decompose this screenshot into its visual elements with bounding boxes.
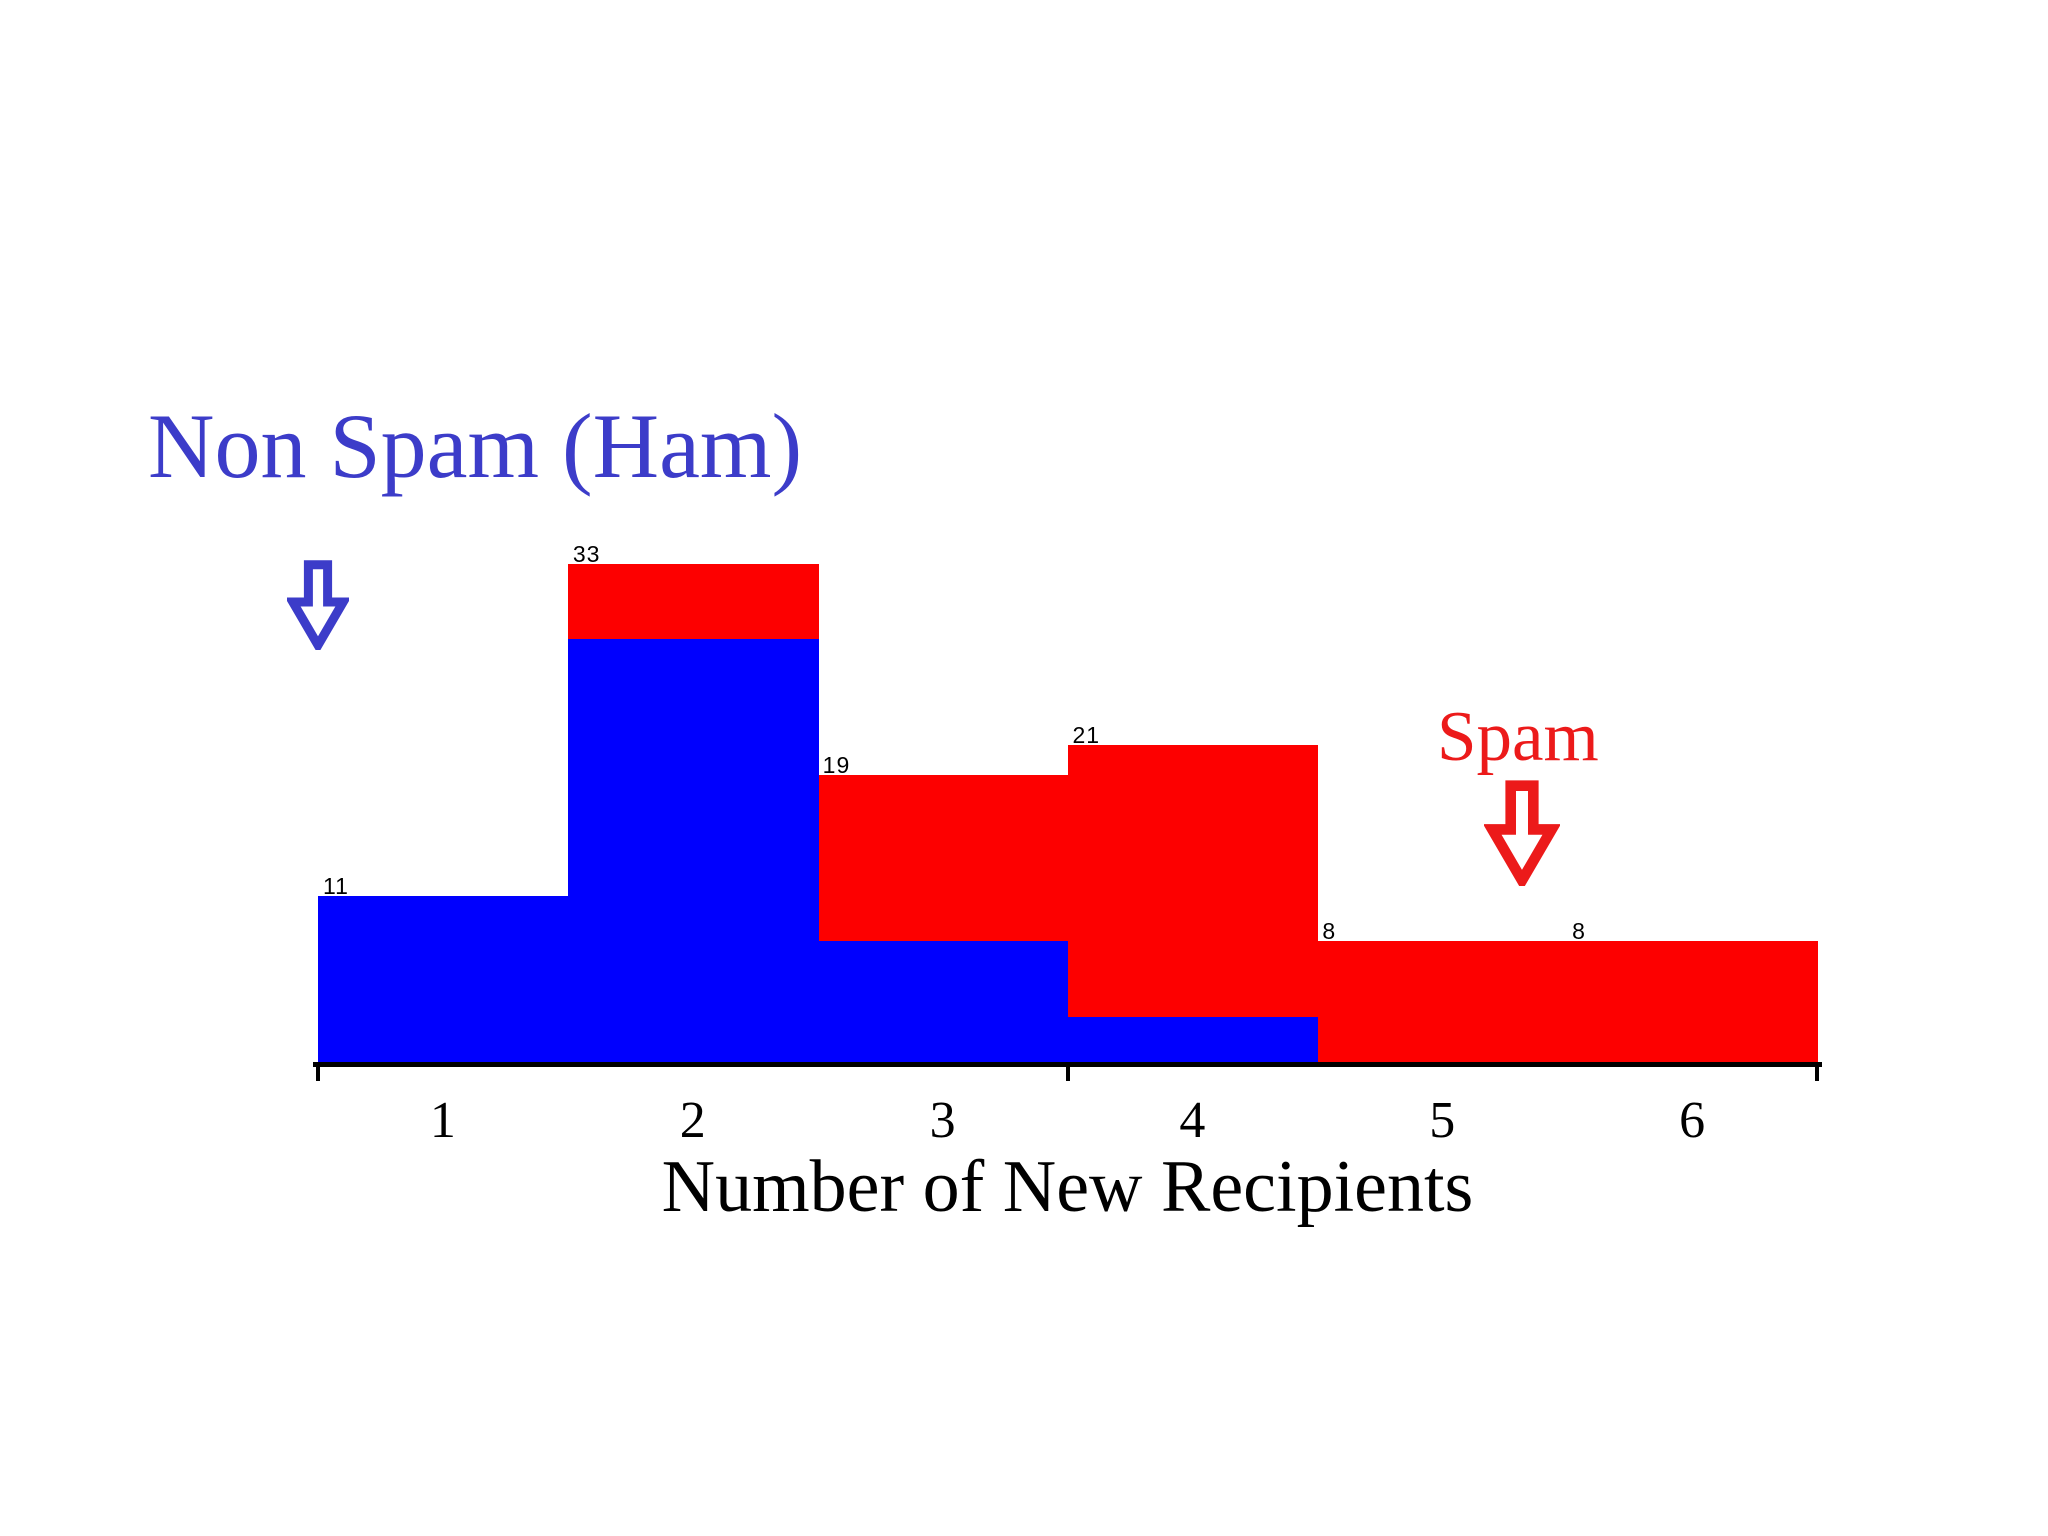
x-tick-label: 3 <box>929 1092 956 1149</box>
x-tick-label: 6 <box>1679 1092 1706 1149</box>
x-tick-label: 2 <box>679 1092 706 1149</box>
bar-value-label: 19 <box>822 752 851 779</box>
x-axis-title: Number of New Recipients <box>661 1146 1474 1228</box>
spam-bar <box>1567 941 1818 1062</box>
bar-value-label: 33 <box>572 541 601 568</box>
ham-bar <box>318 896 569 1062</box>
x-axis-tick <box>316 1062 320 1081</box>
spam-bar <box>1317 941 1569 1062</box>
ham-bar <box>817 941 1069 1062</box>
bar-value-label: 8 <box>1572 918 1586 945</box>
bar-value-label: 8 <box>1322 918 1337 945</box>
ham-bar <box>567 639 819 1062</box>
ham-arrow-down-icon <box>287 560 349 650</box>
ham-bar <box>1067 1016 1319 1062</box>
x-tick-label: 1 <box>429 1092 456 1149</box>
spam-bar <box>1067 745 1319 1062</box>
x-axis-tick <box>1065 1062 1070 1081</box>
x-tick-label: 4 <box>1179 1092 1206 1149</box>
spam-annotation-label: Spam <box>1437 698 1599 776</box>
bar-value-label: 21 <box>1072 722 1101 749</box>
x-axis-tick <box>1815 1062 1819 1081</box>
spam-arrow-down-icon <box>1484 780 1560 886</box>
ham-annotation-label: Non Spam (Ham) <box>148 395 803 497</box>
bar-value-label: 11 <box>323 873 349 899</box>
x-tick-label: 5 <box>1429 1092 1456 1149</box>
